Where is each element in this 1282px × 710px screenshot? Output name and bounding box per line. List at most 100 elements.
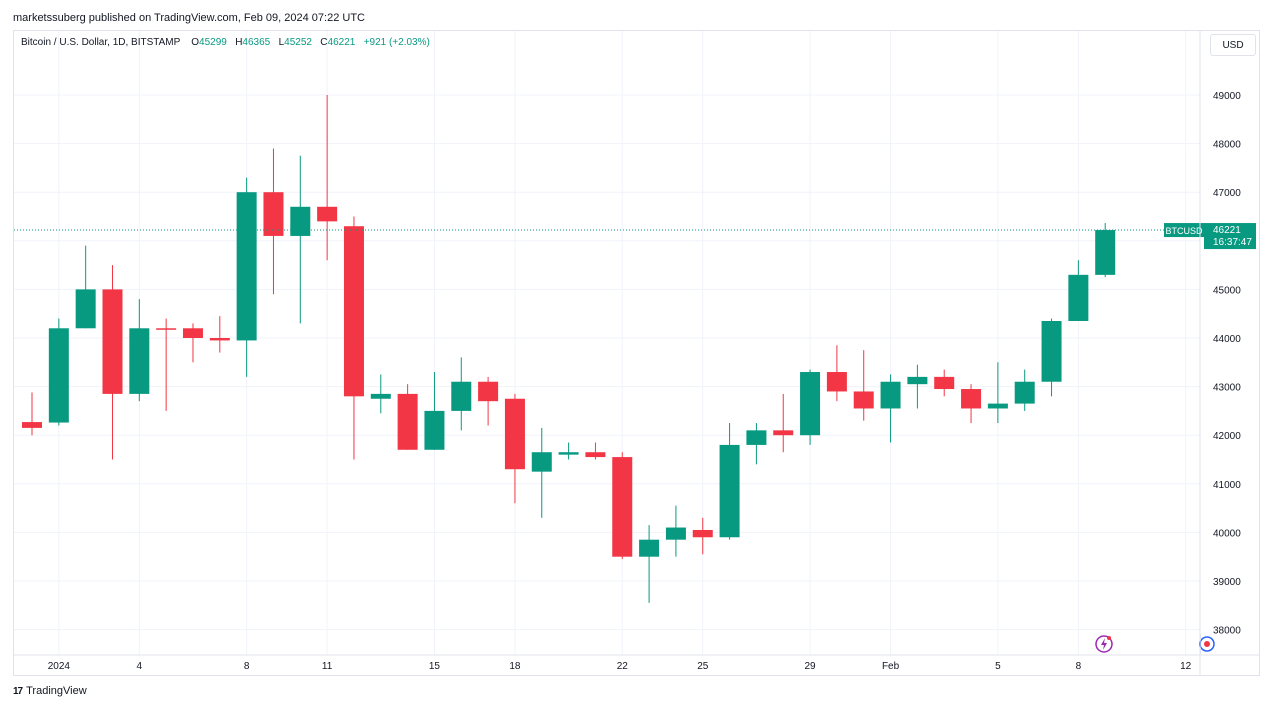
y-tick-label: 45000	[1213, 285, 1241, 296]
candle-body	[236, 192, 257, 341]
tradingview-logo-text: TradingView	[26, 685, 87, 697]
candle	[826, 345, 847, 402]
candle	[48, 318, 69, 426]
candle-body	[182, 328, 203, 338]
candle-body	[343, 226, 364, 397]
price-tag-value: 46221	[1213, 225, 1241, 236]
candle	[773, 393, 794, 453]
candle	[907, 364, 928, 409]
x-tick-label: 5	[995, 661, 1001, 672]
price-tag-countdown: 16:37:47	[1213, 237, 1252, 248]
candle	[531, 427, 552, 518]
candle	[370, 374, 391, 414]
candle	[1095, 223, 1116, 278]
candle-body	[75, 289, 96, 329]
legend-low-label: L	[278, 37, 285, 48]
candle	[746, 423, 767, 465]
candle	[75, 245, 96, 329]
x-tick-label: 18	[509, 661, 521, 672]
legend-close-label: C	[320, 37, 328, 48]
candle-body	[1014, 381, 1035, 404]
chart-legend: Bitcoin / U.S. Dollar, 1D, BITSTAMP O452…	[21, 37, 430, 48]
x-tick-label: Feb	[882, 661, 900, 672]
legend-change: +921 (+2.03%)	[363, 37, 430, 48]
globe-icon[interactable]	[1199, 636, 1215, 652]
candle	[156, 318, 177, 411]
candle	[853, 350, 874, 421]
tradingview-logo-mark: 17	[13, 685, 23, 697]
candle-body	[665, 527, 686, 540]
candle	[317, 95, 338, 261]
candle-body	[263, 192, 284, 236]
axis-edge	[1200, 634, 1201, 654]
candle	[1014, 369, 1035, 411]
candle-body	[209, 338, 230, 341]
currency-button[interactable]: USD	[1210, 34, 1256, 56]
candle-body	[907, 376, 928, 385]
candle-body	[129, 328, 150, 394]
legend-low-value: 45252	[284, 37, 312, 48]
y-tick-label: 39000	[1213, 577, 1241, 588]
globe-icon-dot	[1204, 641, 1210, 647]
y-tick-label: 41000	[1213, 480, 1241, 491]
candle	[102, 265, 123, 460]
candle	[961, 384, 982, 424]
lightning-icon[interactable]	[1095, 635, 1113, 653]
candle-body	[961, 389, 982, 409]
candle	[934, 369, 955, 397]
x-tick-label: 22	[617, 661, 629, 672]
candle-body	[853, 391, 874, 409]
symbol-tag-bg	[1164, 223, 1204, 238]
candle	[263, 148, 284, 295]
candle-body	[48, 328, 69, 423]
y-tick-label: 44000	[1213, 334, 1241, 345]
legend-symbol: Bitcoin / U.S. Dollar, 1D, BITSTAMP	[21, 37, 181, 48]
chart-frame	[13, 30, 1260, 676]
tradingview-logo[interactable]: 17 TradingView	[13, 685, 87, 697]
candle	[451, 357, 472, 431]
legend-high-value: 46365	[242, 37, 271, 48]
candle	[504, 393, 525, 504]
candle-body	[719, 444, 740, 538]
candle	[1041, 318, 1062, 397]
candle-body	[558, 452, 579, 455]
candle-body	[1068, 274, 1089, 321]
lightning-icon-dot	[1107, 636, 1111, 640]
candle-body	[504, 398, 525, 470]
y-tick-label: 48000	[1213, 140, 1241, 151]
candle	[585, 442, 606, 460]
legend-open-label: O	[191, 37, 200, 48]
candle-body	[692, 529, 713, 538]
symbol-tag: BTCUSD	[1165, 226, 1203, 236]
candle-body	[102, 289, 123, 394]
candle	[719, 423, 740, 540]
candle	[182, 323, 203, 363]
candle-body	[1041, 320, 1062, 382]
candle	[1068, 260, 1089, 321]
price-tag-bg	[1204, 223, 1256, 250]
candle	[290, 155, 311, 324]
y-tick-label: 43000	[1213, 383, 1241, 394]
legend-close-value: 46221	[327, 37, 356, 48]
candle-body	[451, 381, 472, 411]
candle-body	[934, 376, 955, 390]
x-tick-label: 2024	[48, 661, 71, 672]
candle-body	[424, 410, 445, 450]
legend-open-value: 45299	[199, 37, 227, 48]
y-tick-label: 49000	[1213, 91, 1241, 102]
candle-body	[290, 206, 311, 236]
legend-high-label: H	[235, 37, 243, 48]
candle-body	[612, 457, 633, 557]
candle	[478, 376, 499, 426]
candle	[209, 316, 230, 353]
x-tick-label: 8	[1076, 661, 1082, 672]
candle-body	[397, 393, 418, 450]
candle	[558, 442, 579, 460]
candle	[880, 374, 901, 443]
x-tick-label: 15	[429, 661, 441, 672]
candle-body	[826, 372, 847, 392]
candle	[343, 216, 364, 460]
x-tick-label: 29	[805, 661, 817, 672]
x-tick-label: 25	[697, 661, 709, 672]
